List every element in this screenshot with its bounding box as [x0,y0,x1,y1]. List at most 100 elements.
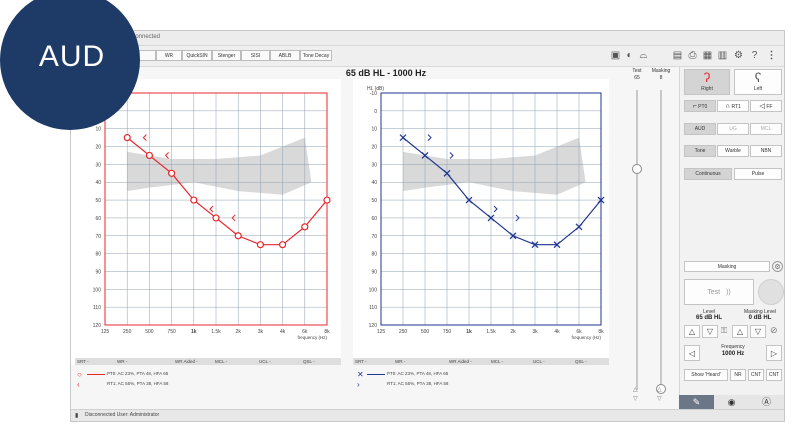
database-icon[interactable]: ▥ [717,50,728,61]
legend-red-line [87,374,105,375]
y-tick-label: 20 [371,145,377,151]
test-slider-up-arrow-icon[interactable]: △ [633,387,638,393]
y-tick-label: 60 [371,216,377,222]
y-tick-label: 80 [95,252,101,258]
masking-button[interactable]: Masking [684,261,770,272]
x-tick-label: 125 [377,329,386,335]
level-down-button[interactable]: ▽ [702,325,718,338]
masking-level-slider[interactable]: Masking 8 △ ▽ [647,68,675,408]
masking-slider-down-arrow-icon[interactable]: ▽ [657,396,662,402]
y-tick-label: 70 [95,234,101,240]
transducer-ff-button[interactable]: ◁ FF [750,100,782,112]
frequency-down-button[interactable]: ◁ [684,345,700,361]
report-icon[interactable]: ▦ [702,50,713,61]
test-slider-thumb[interactable] [632,164,642,174]
air-threshold-marker [443,169,451,177]
tab-tools[interactable]: ✎ [679,395,714,410]
air-threshold-marker [167,169,176,177]
legend-qsl-left: QSL - [575,359,587,364]
test-level-slider[interactable]: Test 65 △ ▽ [623,68,651,408]
cnt-button-1[interactable]: CNT [748,369,764,381]
pdf-icon[interactable]: ▣ [610,50,621,61]
transducer-pt0-button[interactable]: ⌐ PT0 [684,100,716,112]
legend-srt: SRT - [77,359,89,364]
nr-button[interactable]: NR [730,369,746,381]
tab-view[interactable]: ◉ [714,395,749,410]
more-menu-icon[interactable]: ⋮ [766,50,777,61]
right-legend-header: SRT - WR - WR Aided - MCL - UCL - QSL - [75,358,341,365]
toolbar-button-ablb[interactable]: ABLB [270,50,300,61]
toolbar-button-stenger[interactable]: Stenger [212,50,241,61]
ear-right-button[interactable]: ʔ Right [684,69,730,95]
presentation-pulse-button[interactable]: Pulse [734,168,782,180]
lock-icon[interactable]: ⚿ [721,326,728,335]
x-tick-label: 125 [101,329,110,335]
presentation-continuous-button[interactable]: Continuous [684,168,732,180]
info-circle-icon: Ⓐ [761,397,771,407]
masking-level-value: 0 dB HL [748,315,772,321]
settings-gear-icon[interactable]: ⚙ [734,50,743,61]
legend-bracket-symbol: ‹ [77,380,80,389]
y-tick-label: 10 [95,127,101,133]
print-icon[interactable]: ⎙ [688,50,697,61]
stimulus-warble-button[interactable]: Warble [717,145,749,157]
transducer-pt0-label: PT0 [698,104,708,110]
masking-slider-thumb[interactable] [656,384,666,394]
toolbar-button-tone-decay[interactable]: Tone Decay [300,50,332,61]
triangle-up-icon: △ [736,327,744,336]
masking-up-button[interactable]: △ [732,325,748,338]
mode-aud-button[interactable]: AUD [684,123,716,135]
masking-slider-up-arrow-icon[interactable]: △ [657,387,662,393]
bone-threshold-marker [449,152,454,159]
right-ear-audiogram[interactable]: -100102030405060708090100110120125250500… [71,79,341,365]
air-threshold-marker [190,196,198,204]
stimulus-tone-button[interactable]: Tone [684,145,716,157]
threshold-line [126,137,328,246]
mode-ug-button[interactable]: UG [717,123,749,135]
air-threshold-marker [509,232,517,240]
y-tick-label: 40 [95,180,101,186]
y-tick-label: 90 [371,269,377,275]
test-present-button[interactable]: Test )) [684,279,754,305]
level-up-button[interactable]: △ [684,325,700,338]
triangle-down-icon: ▽ [706,327,714,336]
y-tick-label: 110 [93,305,101,311]
plot-frame [380,92,602,326]
toolbar-button-wr[interactable]: WR [156,50,182,61]
headphones-icon[interactable]: ⌓ [639,50,648,61]
tab-about[interactable]: Ⓐ [749,395,784,410]
toolbar-button-sisi[interactable]: SISI [241,50,270,61]
air-threshold-marker [531,241,539,249]
masking-settings-gear-icon[interactable]: ⚙ [772,261,783,272]
air-threshold-marker [575,223,583,231]
air-threshold-marker [234,232,242,240]
toolbar-button-quicksin[interactable]: QuickSIN [182,50,212,61]
control-panel: ʔ Right ʕ Left ⌐ PT0 ∩ RT1 ◁ FF AUD UG M… [679,67,784,421]
x-tick-label: 1k [466,329,472,335]
speech-banana-region [403,137,586,195]
save-icon[interactable]: ▤ [672,50,683,61]
x-tick-label: 1.5k [211,329,221,335]
air-threshold-marker [421,152,429,159]
y-tick-label: 50 [95,198,101,204]
link-icon[interactable]: ⊘ [770,325,778,335]
stimulus-nbn-button[interactable]: NBN [750,145,782,157]
frequency-up-button[interactable]: ▷ [766,345,782,361]
cnt-button-2[interactable]: CNT [766,369,782,381]
masking-down-button[interactable]: ▽ [750,325,766,338]
left-legend-header: SRT - WR - WR Aided - MCL - UCL - QSL - [353,358,609,365]
ear-left-button[interactable]: ʕ Left [734,69,782,95]
status-text: Disconnected User: Administrator [85,412,160,418]
test-slider-down-arrow-icon[interactable]: ▽ [633,396,638,402]
help-icon[interactable]: ? [751,50,758,61]
sound-wave-icon: )) [726,289,731,296]
transducer-rt1-button[interactable]: ∩ RT1 [717,100,749,112]
speaker-icon[interactable]: ◐ [626,50,633,61]
test-slider-value: 65 [634,75,640,81]
x-tick-label: 3k [258,329,264,335]
show-heard-button[interactable]: Show 'Heard' [684,369,728,381]
bone-threshold-marker [142,134,147,141]
left-ear-audiogram[interactable]: -10 0 10 20 30 40 50 60 70 80 90 100 110 120 125 250 500… [353,79,609,365]
mode-mcl-button[interactable]: MCL [750,123,782,135]
eye-icon: ◉ [727,397,736,407]
